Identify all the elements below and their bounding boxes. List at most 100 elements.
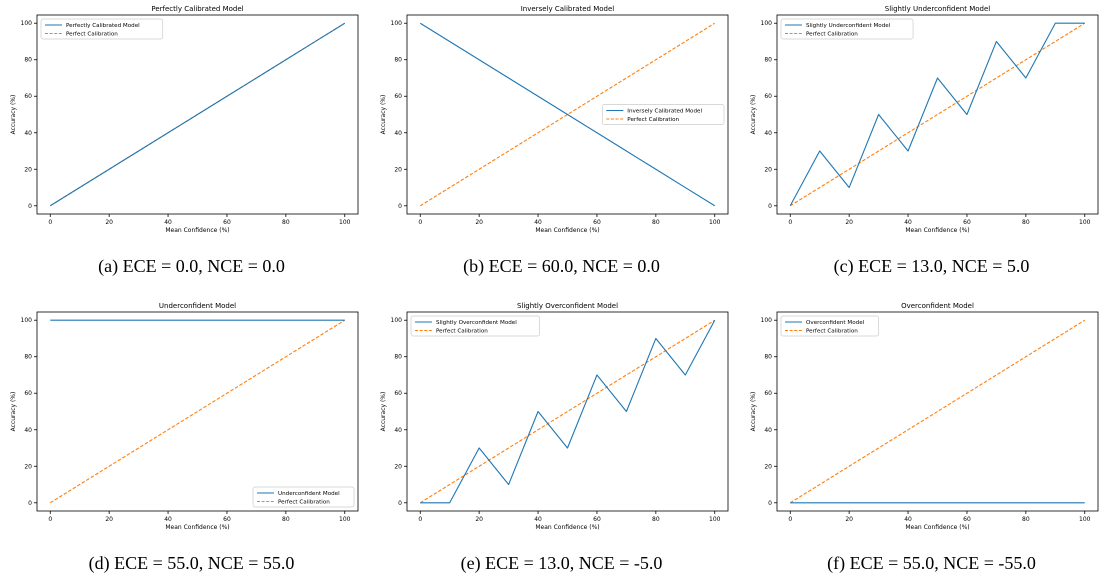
y-tick-label: 60 [394, 93, 402, 100]
y-tick-label: 60 [24, 93, 32, 100]
legend-label: Perfect Calibration [806, 329, 858, 335]
y-tick-label: 80 [394, 354, 402, 361]
legend: Overconfident Model Perfect Calibration [780, 315, 879, 337]
x-tick-label: 100 [1079, 516, 1091, 523]
legend-label: Overconfident Model [806, 320, 865, 326]
y-tick-label: 20 [394, 463, 402, 470]
series-line-inversely-calibrated-model [419, 22, 716, 207]
y-tick-label: 0 [28, 500, 32, 507]
x-tick-label: 80 [1022, 516, 1030, 523]
x-tick-label: 60 [963, 219, 971, 226]
chart-title: Perfectly Calibrated Model [151, 5, 243, 13]
y-tick-label: 40 [24, 130, 32, 137]
x-tick-label: 80 [652, 219, 660, 226]
legend-box [410, 315, 540, 337]
legend-label: Slightly Underconfident Model [806, 23, 891, 29]
y-tick-label: 0 [768, 500, 772, 507]
x-tick-label: 0 [48, 516, 52, 523]
y-axis-label: Accuracy (%) [380, 95, 387, 135]
y-axis-label: Accuracy (%) [10, 392, 17, 432]
legend-box [601, 104, 725, 125]
x-tick-label: 20 [105, 219, 113, 226]
legend-label: Perfectly Calibrated Model [66, 23, 140, 29]
chart-title: Inversely Calibrated Model [521, 5, 615, 13]
legend: Slightly Overconfident Model Perfect Cali… [410, 315, 540, 337]
x-axis-label: Mean Confidence (%) [535, 524, 599, 531]
axes-frame [36, 14, 359, 215]
y-tick-label: 100 [391, 317, 403, 324]
x-tick-label: 40 [534, 219, 542, 226]
y-axis-label: Accuracy (%) [10, 95, 17, 135]
y-tick-label: 40 [394, 427, 402, 434]
x-tick-label: 20 [475, 516, 483, 523]
x-tick-label: 20 [105, 516, 113, 523]
legend: Underconfident Model Perfect Calibration [252, 486, 355, 508]
y-tick-label: 20 [394, 166, 402, 173]
y-tick-label: 60 [764, 390, 772, 397]
subfigure-caption: (f) ECE = 55.0, NCE = -55.0 [827, 553, 1036, 574]
series-line-perfect-calibration [789, 22, 1086, 207]
x-tick-label: 80 [652, 516, 660, 523]
legend-label: Perfect Calibration [627, 117, 679, 123]
chart-title: Slightly Underconfident Model [885, 5, 991, 13]
y-tick-label: 60 [24, 390, 32, 397]
subfigure-caption: (e) ECE = 13.0, NCE = -5.0 [461, 553, 663, 574]
y-tick-label: 0 [768, 203, 772, 210]
series-line-perfect-calibration [789, 319, 1086, 504]
y-axis-label: Accuracy (%) [750, 95, 757, 135]
x-tick-label: 0 [788, 516, 792, 523]
x-tick-label: 40 [904, 219, 912, 226]
series-line-perfectly-calibrated-model [49, 22, 346, 207]
y-tick-label: 20 [764, 166, 772, 173]
x-tick-label: 40 [164, 219, 172, 226]
y-axis-label: Accuracy (%) [750, 392, 757, 432]
y-tick-label: 80 [764, 57, 772, 64]
chart-title: Underconfident Model [159, 302, 236, 310]
subfigure-caption: (c) ECE = 13.0, NCE = 5.0 [834, 256, 1030, 277]
legend-label: Perfect Calibration [436, 329, 488, 335]
y-tick-label: 100 [761, 317, 773, 324]
x-tick-label: 0 [418, 516, 422, 523]
x-tick-label: 100 [339, 219, 351, 226]
legend-label: Slightly Overconfident Model [436, 320, 517, 326]
y-tick-label: 100 [21, 20, 33, 27]
y-tick-label: 0 [398, 203, 402, 210]
x-tick-label: 80 [282, 219, 290, 226]
y-tick-label: 80 [24, 57, 32, 64]
y-tick-label: 0 [398, 500, 402, 507]
y-tick-label: 80 [394, 57, 402, 64]
x-axis-label: Mean Confidence (%) [535, 227, 599, 234]
axes-frame [776, 311, 1099, 512]
x-axis-label: Mean Confidence (%) [905, 227, 969, 234]
x-tick-label: 60 [963, 516, 971, 523]
x-tick-label: 60 [593, 516, 601, 523]
axes-frame [776, 14, 1099, 215]
chart-perfectly-calibrated-model: Perfectly Calibrated Model 0 20 40 60 80 100 0 2… [10, 5, 359, 277]
x-axis-label: Mean Confidence (%) [905, 524, 969, 531]
x-tick-label: 100 [709, 219, 721, 226]
x-tick-label: 0 [418, 219, 422, 226]
subfigure-caption: (b) ECE = 60.0, NCE = 0.0 [463, 256, 660, 277]
legend-box [780, 18, 914, 40]
x-tick-label: 100 [709, 516, 721, 523]
series-line-perfect-calibration [419, 22, 716, 207]
axes-frame [406, 14, 729, 215]
y-tick-label: 20 [764, 463, 772, 470]
x-tick-label: 20 [845, 219, 853, 226]
axes-frame [406, 311, 729, 512]
series-line-slightly-underconfident-model [789, 22, 1085, 207]
legend-label: Perfect Calibration [278, 500, 330, 506]
x-tick-label: 100 [339, 516, 351, 523]
legend-label: Inversely Calibrated Model [627, 109, 702, 115]
axes-frame [36, 311, 359, 512]
series-line-slightly-overconfident-model [420, 319, 716, 504]
chart-title: Slightly Overconfident Model [517, 302, 618, 310]
x-axis-label: Mean Confidence (%) [165, 227, 229, 234]
subfigure-caption: (d) ECE = 55.0, NCE = 55.0 [89, 553, 295, 574]
legend-label: Perfect Calibration [806, 32, 858, 38]
y-tick-label: 80 [764, 354, 772, 361]
y-tick-label: 20 [24, 463, 32, 470]
y-axis-label: Accuracy (%) [380, 392, 387, 432]
